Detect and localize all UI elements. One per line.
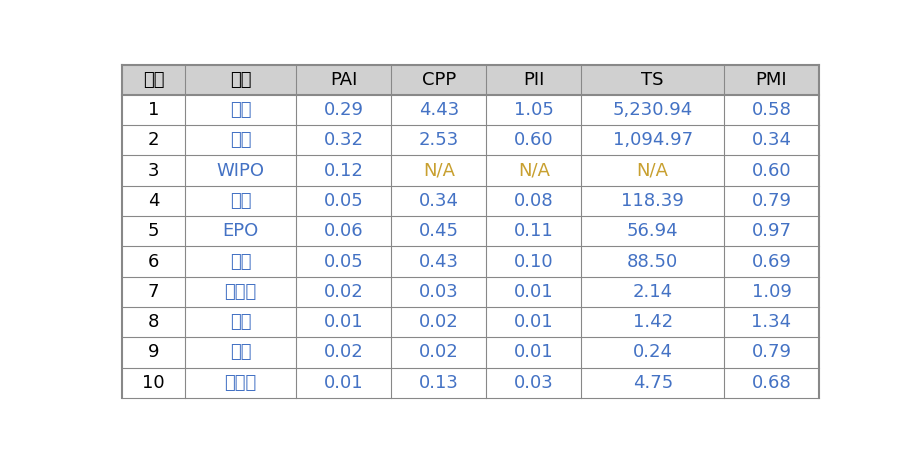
Text: 10: 10 (142, 374, 165, 392)
Text: 0.13: 0.13 (419, 374, 459, 392)
Text: N/A: N/A (518, 161, 550, 179)
Text: N/A: N/A (637, 161, 668, 179)
Text: 0.01: 0.01 (324, 313, 364, 331)
Text: 0.05: 0.05 (324, 253, 364, 271)
Text: TS: TS (642, 71, 664, 89)
Text: 0.08: 0.08 (514, 192, 554, 210)
Text: 6: 6 (148, 253, 159, 271)
Text: 2: 2 (148, 131, 160, 149)
Text: 0.60: 0.60 (514, 131, 554, 149)
Text: 미국: 미국 (230, 101, 252, 119)
Text: 0.02: 0.02 (324, 283, 364, 301)
Text: 2.53: 2.53 (419, 131, 459, 149)
FancyBboxPatch shape (122, 64, 819, 95)
Text: 인도: 인도 (230, 344, 252, 361)
Text: 캐나다: 캐나다 (225, 283, 257, 301)
Text: 9: 9 (148, 344, 160, 361)
Text: 0.01: 0.01 (514, 283, 554, 301)
Text: 0.34: 0.34 (419, 192, 459, 210)
Text: 5,230.94: 5,230.94 (612, 101, 693, 119)
Text: PII: PII (523, 71, 544, 89)
Text: CPP: CPP (421, 71, 456, 89)
Text: 0.34: 0.34 (752, 131, 791, 149)
Text: 0.68: 0.68 (752, 374, 791, 392)
Text: 0.69: 0.69 (752, 253, 791, 271)
Text: 2.14: 2.14 (633, 283, 673, 301)
Text: 0.12: 0.12 (324, 161, 364, 179)
Text: 0.01: 0.01 (514, 344, 554, 361)
Text: 0.32: 0.32 (324, 131, 364, 149)
Text: 0.02: 0.02 (419, 344, 459, 361)
Text: 0.02: 0.02 (324, 344, 364, 361)
Text: 0.24: 0.24 (633, 344, 673, 361)
Text: 56.94: 56.94 (627, 222, 678, 240)
Text: 0.02: 0.02 (419, 313, 459, 331)
Text: 0.79: 0.79 (752, 192, 791, 210)
Text: 0.10: 0.10 (514, 253, 554, 271)
Text: 7: 7 (148, 283, 160, 301)
Text: 0.06: 0.06 (324, 222, 364, 240)
Text: WIPO: WIPO (217, 161, 264, 179)
Text: 일본: 일본 (230, 192, 252, 210)
Text: 타이완: 타이완 (225, 374, 257, 392)
Text: 0.45: 0.45 (419, 222, 459, 240)
Text: 0.29: 0.29 (324, 101, 364, 119)
Text: 0.43: 0.43 (419, 253, 459, 271)
Text: 0.60: 0.60 (752, 161, 791, 179)
Text: 0.58: 0.58 (752, 101, 791, 119)
Text: 4.75: 4.75 (633, 374, 673, 392)
Text: 1: 1 (148, 101, 159, 119)
Text: 0.11: 0.11 (514, 222, 554, 240)
Text: 118.39: 118.39 (621, 192, 684, 210)
Text: 88.50: 88.50 (627, 253, 678, 271)
Text: 중국: 중국 (230, 131, 252, 149)
Text: 호주: 호주 (230, 313, 252, 331)
Text: 한국: 한국 (230, 253, 252, 271)
Text: 0.01: 0.01 (514, 313, 554, 331)
Text: 1.09: 1.09 (752, 283, 791, 301)
Text: 5: 5 (148, 222, 160, 240)
Text: 4.43: 4.43 (419, 101, 459, 119)
Text: 0.03: 0.03 (419, 283, 459, 301)
Text: 0.05: 0.05 (324, 192, 364, 210)
Text: EPO: EPO (222, 222, 259, 240)
Text: 0.97: 0.97 (752, 222, 791, 240)
Text: 순위: 순위 (143, 71, 164, 89)
Text: 4: 4 (148, 192, 160, 210)
Text: N/A: N/A (423, 161, 454, 179)
Text: 3: 3 (148, 161, 160, 179)
Text: PAI: PAI (330, 71, 357, 89)
Text: 1.42: 1.42 (633, 313, 673, 331)
Text: 0.79: 0.79 (752, 344, 791, 361)
Text: 1.34: 1.34 (752, 313, 791, 331)
Text: 1.05: 1.05 (514, 101, 554, 119)
Text: 1,094.97: 1,094.97 (612, 131, 693, 149)
Text: 8: 8 (148, 313, 159, 331)
Text: PMI: PMI (756, 71, 788, 89)
Text: 0.03: 0.03 (514, 374, 554, 392)
Text: 국가: 국가 (230, 71, 252, 89)
Text: 0.01: 0.01 (324, 374, 364, 392)
